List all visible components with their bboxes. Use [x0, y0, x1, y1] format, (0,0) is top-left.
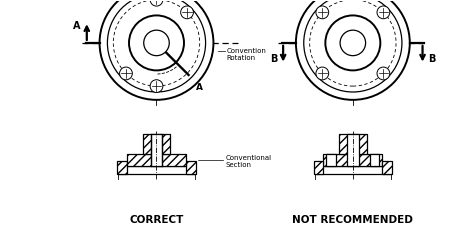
Bar [323, 154, 383, 166]
Circle shape [377, 6, 390, 19]
Bar [127, 154, 186, 166]
Bar [143, 134, 170, 154]
Bar [315, 166, 391, 174]
Bar [347, 134, 359, 166]
Circle shape [304, 0, 402, 92]
Bar [127, 154, 186, 166]
Bar [383, 161, 392, 174]
Circle shape [108, 0, 206, 92]
Bar [314, 161, 323, 174]
Bar [339, 134, 366, 154]
Text: B: B [270, 54, 277, 64]
Circle shape [181, 6, 193, 19]
Text: Conventional
Section: Conventional Section [225, 155, 271, 168]
Text: Convention
Rotation: Convention Rotation [226, 48, 266, 61]
Circle shape [316, 6, 328, 19]
Bar [314, 161, 323, 174]
Bar [117, 161, 127, 174]
Bar [339, 134, 366, 154]
Text: B: B [428, 54, 436, 64]
Circle shape [119, 67, 132, 80]
Bar [186, 161, 196, 174]
Circle shape [150, 80, 163, 92]
Circle shape [144, 30, 169, 56]
Bar [326, 154, 336, 166]
Bar [186, 161, 196, 174]
Circle shape [296, 0, 410, 100]
Circle shape [316, 67, 328, 80]
Bar [370, 154, 379, 166]
Bar [117, 161, 127, 174]
Text: CORRECT: CORRECT [129, 215, 184, 225]
Circle shape [129, 15, 184, 70]
Text: A: A [196, 83, 203, 92]
Circle shape [150, 0, 163, 6]
Bar [323, 154, 383, 166]
Text: A: A [73, 21, 81, 31]
Text: NOT RECOMMENDED: NOT RECOMMENDED [292, 215, 413, 225]
Bar [118, 166, 195, 174]
Circle shape [377, 67, 390, 80]
Bar [151, 134, 163, 166]
Circle shape [340, 30, 365, 56]
Bar [143, 134, 170, 154]
Bar [383, 161, 392, 174]
Circle shape [100, 0, 213, 100]
Circle shape [325, 15, 380, 70]
